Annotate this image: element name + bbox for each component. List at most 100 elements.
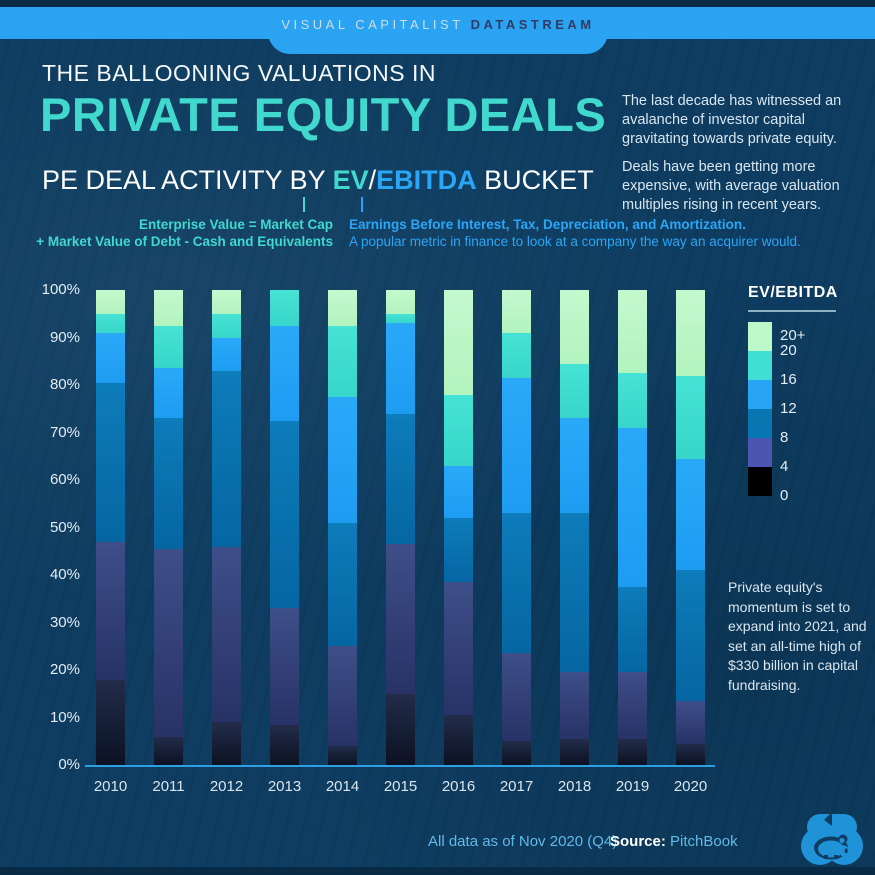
bar-segment-2017-0-4 <box>502 741 531 765</box>
bar-segment-2014-20+ <box>328 290 357 326</box>
x-axis-line <box>85 765 715 767</box>
ev-definition-line1: Enterprise Value = Market Cap <box>139 217 333 232</box>
stacked-bar-2014 <box>328 290 357 765</box>
binoculars-piggybank-logo-icon <box>801 812 863 865</box>
bar-segment-2016-16-20 <box>444 394 473 466</box>
ebitda-definition-bold: Earnings Before Interest, Tax, Depreciat… <box>349 217 746 232</box>
year-label-2018: 2018 <box>557 778 592 795</box>
subtitle-ev: EV <box>332 165 369 195</box>
legend-swatch-8-12 <box>748 409 772 438</box>
legend-divider <box>748 310 836 312</box>
top-edge-strip <box>0 0 875 7</box>
bar-segment-2019-4-8 <box>618 672 647 739</box>
bar-segment-2014-12-16 <box>328 396 357 523</box>
bar-segment-2017-4-8 <box>502 653 531 742</box>
source-value: PitchBook <box>670 833 738 850</box>
legend-title: EV/EBITDA <box>748 284 838 301</box>
bar-segment-2015-16-20 <box>386 313 415 324</box>
legend-tick-4: 4 <box>780 458 789 475</box>
subtitle-separator: / <box>368 165 377 195</box>
stacked-bar-2011 <box>154 290 183 765</box>
legend-swatch-4-8 <box>748 438 772 467</box>
bar-segment-2012-8-12 <box>212 370 241 547</box>
bar-segment-2015-20+ <box>386 290 415 314</box>
bar-segment-2019-12-16 <box>618 427 647 587</box>
y-tick-70: 70% <box>49 423 80 441</box>
brand-product-name: DATASTREAM <box>470 17 595 32</box>
data-note: All data as of Nov 2020 (Q4) <box>428 833 618 850</box>
bar-segment-2020-0-4 <box>676 743 705 765</box>
year-label-2010: 2010 <box>93 778 128 795</box>
stacked-bar-2010 <box>96 290 125 765</box>
bar-segment-2020-20+ <box>676 290 705 376</box>
legend-tick-12: 12 <box>780 400 797 417</box>
stacked-bar-2013 <box>270 290 299 765</box>
bar-segment-2012-12-16 <box>212 337 241 371</box>
intro-paragraph-2: Deals have been getting more expensive, … <box>622 159 840 213</box>
y-tick-50: 50% <box>49 518 80 536</box>
y-tick-80: 80% <box>49 376 80 393</box>
year-label-2015: 2015 <box>383 778 418 795</box>
bar-segment-2014-8-12 <box>328 522 357 647</box>
bar-segment-2012-0-4 <box>212 722 241 765</box>
bar-segment-2012-16-20 <box>212 313 241 338</box>
year-label-2016: 2016 <box>441 778 476 795</box>
title-kicker: THE BALLOONING VALUATIONS IN <box>42 60 437 86</box>
bar-segment-2011-0-4 <box>154 736 183 765</box>
ebitda-connector-line <box>361 197 363 212</box>
brand-tab-text: VISUAL CAPITALIST DATASTREAM <box>281 17 594 32</box>
bar-segment-2018-0-4 <box>560 738 589 765</box>
legend-swatch-12-16 <box>748 380 772 409</box>
ev-definition-line2: + Market Value of Debt - Cash and Equiva… <box>36 234 333 249</box>
y-tick-90: 90% <box>49 328 80 346</box>
year-label-2014: 2014 <box>325 778 360 795</box>
y-tick-30: 30% <box>49 613 80 631</box>
legend-tick-20+: 20+ <box>780 327 806 344</box>
y-tick-10: 10% <box>49 708 80 726</box>
bar-segment-2017-20+ <box>502 290 531 333</box>
bar-segment-2011-16-20 <box>154 325 183 369</box>
bar-segment-2015-8-12 <box>386 413 415 545</box>
bar-segment-2016-4-8 <box>444 582 473 716</box>
bar-segment-2015-4-8 <box>386 544 415 694</box>
chart-legend: EV/EBITDA 20+ 20 16 12 8 4 0 <box>748 284 868 504</box>
bar-segment-2013-4-8 <box>270 608 299 725</box>
bar-segment-2013-8-12 <box>270 420 299 609</box>
bar-segment-2017-8-12 <box>502 513 531 654</box>
year-label-2017: 2017 <box>499 778 534 795</box>
source-label: Source: <box>610 833 666 850</box>
ev-connector-line <box>303 197 305 212</box>
bar-segment-2012-4-8 <box>212 546 241 723</box>
brand-tab: VISUAL CAPITALIST DATASTREAM <box>268 7 608 54</box>
bar-segment-2015-12-16 <box>386 323 415 414</box>
stacked-bar-2016 <box>444 290 473 765</box>
bar-segment-2010-0-4 <box>96 679 125 765</box>
bar-segment-2016-20+ <box>444 290 473 395</box>
bar-segment-2014-16-20 <box>328 325 357 397</box>
legend-tick-16: 16 <box>780 371 797 388</box>
annotation-text: Private equity's momentum is set to expa… <box>728 579 867 693</box>
bar-segment-2020-16-20 <box>676 375 705 459</box>
bar-segment-2012-20+ <box>212 290 241 314</box>
bar-segment-2019-8-12 <box>618 586 647 673</box>
bar-segment-2011-4-8 <box>154 548 183 737</box>
bar-segment-2020-8-12 <box>676 570 705 701</box>
bar-segment-2010-8-12 <box>96 382 125 542</box>
bar-segment-2010-12-16 <box>96 332 125 383</box>
legend-tick-20: 20 <box>780 342 797 359</box>
bar-segment-2017-12-16 <box>502 377 531 514</box>
bar-segment-2018-16-20 <box>560 363 589 419</box>
bar-segment-2016-12-16 <box>444 465 473 518</box>
bar-segment-2016-8-12 <box>444 518 473 583</box>
bar-segment-2011-8-12 <box>154 418 183 549</box>
year-label-2013: 2013 <box>267 778 302 795</box>
stacked-bar-2020 <box>676 290 705 765</box>
stacked-bar-2015 <box>386 290 415 765</box>
bar-segment-2010-20+ <box>96 290 125 314</box>
page-title: PRIVATE EQUITY DEALS <box>40 88 607 141</box>
source-credit: Source: PitchBook <box>610 833 738 850</box>
stacked-bar-2012 <box>212 290 241 765</box>
bar-segment-2010-16-20 <box>96 313 125 333</box>
visual-capitalist-logo <box>800 806 864 868</box>
subtitle-suffix: BUCKET <box>476 165 594 195</box>
